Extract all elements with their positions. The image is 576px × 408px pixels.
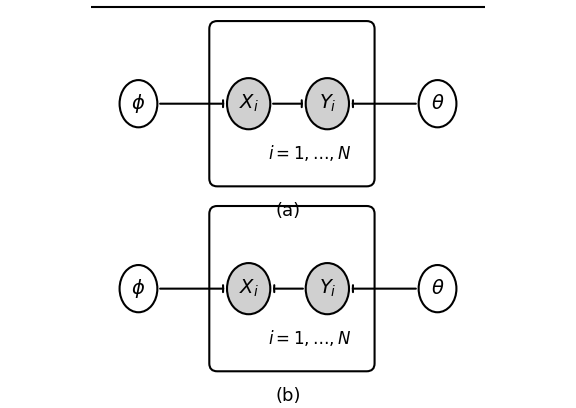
Text: $\phi$: $\phi$ bbox=[131, 277, 146, 300]
FancyBboxPatch shape bbox=[209, 206, 374, 371]
Ellipse shape bbox=[419, 265, 456, 312]
Ellipse shape bbox=[227, 78, 270, 129]
Ellipse shape bbox=[120, 80, 157, 127]
Text: (b): (b) bbox=[275, 387, 301, 405]
Text: $\theta$: $\theta$ bbox=[431, 94, 444, 113]
Text: $X_i$: $X_i$ bbox=[238, 93, 259, 114]
Text: (a): (a) bbox=[275, 202, 301, 220]
FancyBboxPatch shape bbox=[209, 21, 374, 186]
Text: $Y_i$: $Y_i$ bbox=[319, 93, 336, 114]
Text: $i = 1, \ldots, N$: $i = 1, \ldots, N$ bbox=[268, 328, 351, 348]
Ellipse shape bbox=[120, 265, 157, 312]
Ellipse shape bbox=[227, 263, 270, 314]
Ellipse shape bbox=[419, 80, 456, 127]
Ellipse shape bbox=[306, 78, 349, 129]
Ellipse shape bbox=[306, 263, 349, 314]
Text: $i = 1, \ldots, N$: $i = 1, \ldots, N$ bbox=[268, 143, 351, 163]
Text: $\theta$: $\theta$ bbox=[431, 279, 444, 298]
Text: $X_i$: $X_i$ bbox=[238, 278, 259, 299]
Text: $\phi$: $\phi$ bbox=[131, 92, 146, 115]
Text: $Y_i$: $Y_i$ bbox=[319, 278, 336, 299]
